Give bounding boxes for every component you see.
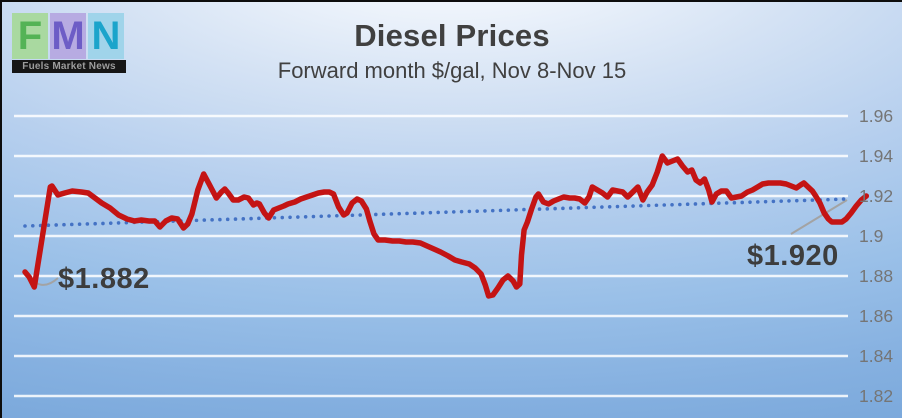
logo-tiles: F M N	[12, 13, 126, 59]
y-tick-label: 1.92	[859, 186, 894, 206]
logo-letter-n-icon: N	[88, 13, 124, 59]
y-tick-label: 1.88	[859, 266, 894, 286]
y-tick-label: 1.9	[859, 226, 884, 246]
y-tick-label: 1.96	[859, 106, 894, 126]
logo-tagline: Fuels Market News	[12, 60, 126, 73]
chart-subtitle: Forward month $/gal, Nov 8-Nov 15	[277, 58, 627, 83]
annotation-end-price: $1.920	[747, 240, 839, 272]
logo-letter-f-icon: F	[12, 13, 48, 59]
y-tick-label: 1.94	[859, 146, 894, 166]
price-series-line	[22, 153, 870, 299]
chart-title: Diesel Prices	[354, 18, 550, 53]
y-tick-label: 1.86	[859, 306, 894, 326]
fmn-logo: F M N Fuels Market News	[12, 13, 126, 73]
logo-letter-m-icon: M	[50, 13, 86, 59]
callout-end-line	[790, 199, 848, 235]
y-tick-label: 1.84	[859, 346, 894, 366]
annotation-start-price: $1.882	[58, 263, 150, 295]
title-block: Diesel Prices Forward month $/gal, Nov 8…	[2, 18, 902, 84]
y-tick-label: 1.82	[859, 386, 894, 406]
